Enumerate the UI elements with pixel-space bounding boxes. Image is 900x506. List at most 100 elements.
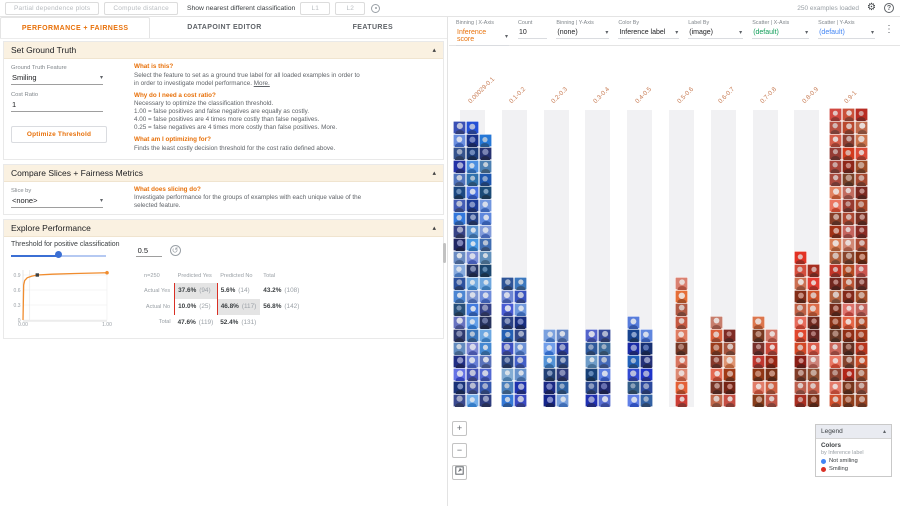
datapoint-thumbnail[interactable] <box>556 329 570 342</box>
datapoint-thumbnail[interactable] <box>829 199 843 212</box>
datapoint-thumbnail[interactable] <box>514 290 528 303</box>
datapoint-thumbnail[interactable] <box>829 368 843 381</box>
datapoint-thumbnail[interactable] <box>626 394 640 407</box>
datapoint-thumbnail[interactable] <box>466 186 479 199</box>
datapoint-thumbnail[interactable] <box>842 394 856 407</box>
datapoint-thumbnail[interactable] <box>675 277 688 290</box>
datapoint-thumbnail[interactable] <box>842 186 856 199</box>
datapoint-thumbnail[interactable] <box>466 225 479 238</box>
datapoint-thumbnail[interactable] <box>723 342 737 355</box>
datapoint-thumbnail[interactable] <box>479 147 492 160</box>
optimize-threshold-button[interactable]: Optimize Threshold <box>11 126 107 143</box>
datapoint-thumbnail[interactable] <box>855 355 869 368</box>
datapoint-thumbnail[interactable] <box>793 381 807 394</box>
datapoint-thumbnail[interactable] <box>584 355 598 368</box>
datapoint-thumbnail[interactable] <box>453 199 466 212</box>
section-header-explore-performance[interactable]: Explore Performance ▴ <box>4 220 443 238</box>
datapoint-thumbnail[interactable] <box>855 342 869 355</box>
datapoint-thumbnail[interactable] <box>453 368 466 381</box>
datapoint-thumbnail[interactable] <box>829 108 843 121</box>
datapoint-thumbnail[interactable] <box>466 264 479 277</box>
datapoint-thumbnail[interactable] <box>842 173 856 186</box>
datapoint-thumbnail[interactable] <box>723 368 737 381</box>
collapse-icon[interactable]: ▴ <box>432 169 436 177</box>
datapoint-thumbnail[interactable] <box>842 342 856 355</box>
datapoint-thumbnail[interactable] <box>543 381 557 394</box>
datapoint-thumbnail[interactable] <box>466 355 479 368</box>
datapoint-thumbnail[interactable] <box>710 329 724 342</box>
datapoint-thumbnail[interactable] <box>765 355 779 368</box>
datapoint-thumbnail[interactable] <box>752 368 766 381</box>
datapoint-thumbnail[interactable] <box>466 342 479 355</box>
datapoint-thumbnail[interactable] <box>584 342 598 355</box>
target-icon[interactable] <box>371 3 381 13</box>
datapoint-thumbnail[interactable] <box>842 160 856 173</box>
datapoint-thumbnail[interactable] <box>453 342 466 355</box>
datapoint-thumbnail[interactable] <box>829 381 843 394</box>
datapoint-thumbnail[interactable] <box>806 264 820 277</box>
datapoint-thumbnail[interactable] <box>829 147 843 160</box>
datapoint-thumbnail[interactable] <box>842 147 856 160</box>
datapoint-thumbnail[interactable] <box>597 368 611 381</box>
datapoint-thumbnail[interactable] <box>514 394 528 407</box>
datapoint-thumbnail[interactable] <box>675 290 688 303</box>
datapoint-thumbnail[interactable] <box>829 186 843 199</box>
datapoint-thumbnail[interactable] <box>855 121 869 134</box>
datapoint-thumbnail[interactable] <box>466 381 479 394</box>
datapoint-thumbnail[interactable] <box>514 368 528 381</box>
datapoint-thumbnail[interactable] <box>675 368 688 381</box>
datapoint-thumbnail[interactable] <box>479 173 492 186</box>
datapoint-thumbnail[interactable] <box>793 303 807 316</box>
datapoint-thumbnail[interactable] <box>466 277 479 290</box>
datapoint-thumbnail[interactable] <box>855 108 869 121</box>
datapoint-thumbnail[interactable] <box>842 134 856 147</box>
datapoint-thumbnail[interactable] <box>501 316 515 329</box>
datapoint-thumbnail[interactable] <box>466 212 479 225</box>
datapoint-thumbnail[interactable] <box>710 355 724 368</box>
datapoint-thumbnail[interactable] <box>639 394 653 407</box>
datapoint-thumbnail[interactable] <box>855 173 869 186</box>
datapoint-thumbnail[interactable] <box>597 381 611 394</box>
datapoint-thumbnail[interactable] <box>514 381 528 394</box>
datapoint-thumbnail[interactable] <box>842 225 856 238</box>
datapoint-thumbnail[interactable] <box>752 316 766 329</box>
scatter-x-control[interactable]: Scatter | X-Axis (default) ▾ <box>752 20 810 39</box>
datapoint-thumbnail[interactable] <box>829 225 843 238</box>
datapoint-thumbnail[interactable] <box>479 368 492 381</box>
datapoint-thumbnail[interactable] <box>710 394 724 407</box>
datapoint-thumbnail[interactable] <box>829 121 843 134</box>
datapoint-thumbnail[interactable] <box>710 381 724 394</box>
datapoint-thumbnail[interactable] <box>855 212 869 225</box>
datapoint-thumbnail[interactable] <box>793 342 807 355</box>
datapoint-thumbnail[interactable] <box>453 134 466 147</box>
datapoint-thumbnail[interactable] <box>584 368 598 381</box>
legend-header[interactable]: Legend ▴ <box>816 425 891 439</box>
datapoint-thumbnail[interactable] <box>829 212 843 225</box>
datapoint-thumbnail[interactable] <box>710 368 724 381</box>
datapoint-thumbnail[interactable] <box>675 329 688 342</box>
datapoint-thumbnail[interactable] <box>501 290 515 303</box>
datapoint-thumbnail[interactable] <box>675 303 688 316</box>
datapoint-thumbnail[interactable] <box>675 355 688 368</box>
datapoint-thumbnail[interactable] <box>675 394 688 407</box>
datapoint-thumbnail[interactable] <box>806 368 820 381</box>
zoom-in-button[interactable]: + <box>452 421 467 436</box>
datapoint-thumbnail[interactable] <box>793 368 807 381</box>
datapoint-thumbnail[interactable] <box>793 277 807 290</box>
datapoint-thumbnail[interactable] <box>514 316 528 329</box>
datapoint-thumbnail[interactable] <box>752 394 766 407</box>
datapoint-thumbnail[interactable] <box>806 290 820 303</box>
datapoint-thumbnail[interactable] <box>639 342 653 355</box>
datapoint-thumbnail[interactable] <box>842 264 856 277</box>
datapoint-thumbnail[interactable] <box>723 355 737 368</box>
datapoint-thumbnail[interactable] <box>479 342 492 355</box>
count-control[interactable]: Count 10 <box>517 20 548 39</box>
datapoint-thumbnail[interactable] <box>710 342 724 355</box>
more-options-icon[interactable]: ⋮ <box>884 24 894 35</box>
tab-performance-fairness[interactable]: PERFORMANCE + FAIRNESS <box>0 17 151 38</box>
datapoint-thumbnail[interactable] <box>626 342 640 355</box>
datapoint-thumbnail[interactable] <box>842 381 856 394</box>
datapoint-thumbnail[interactable] <box>584 329 598 342</box>
compute-distance-button[interactable]: Compute distance <box>104 1 178 15</box>
datapoint-thumbnail[interactable] <box>453 303 466 316</box>
